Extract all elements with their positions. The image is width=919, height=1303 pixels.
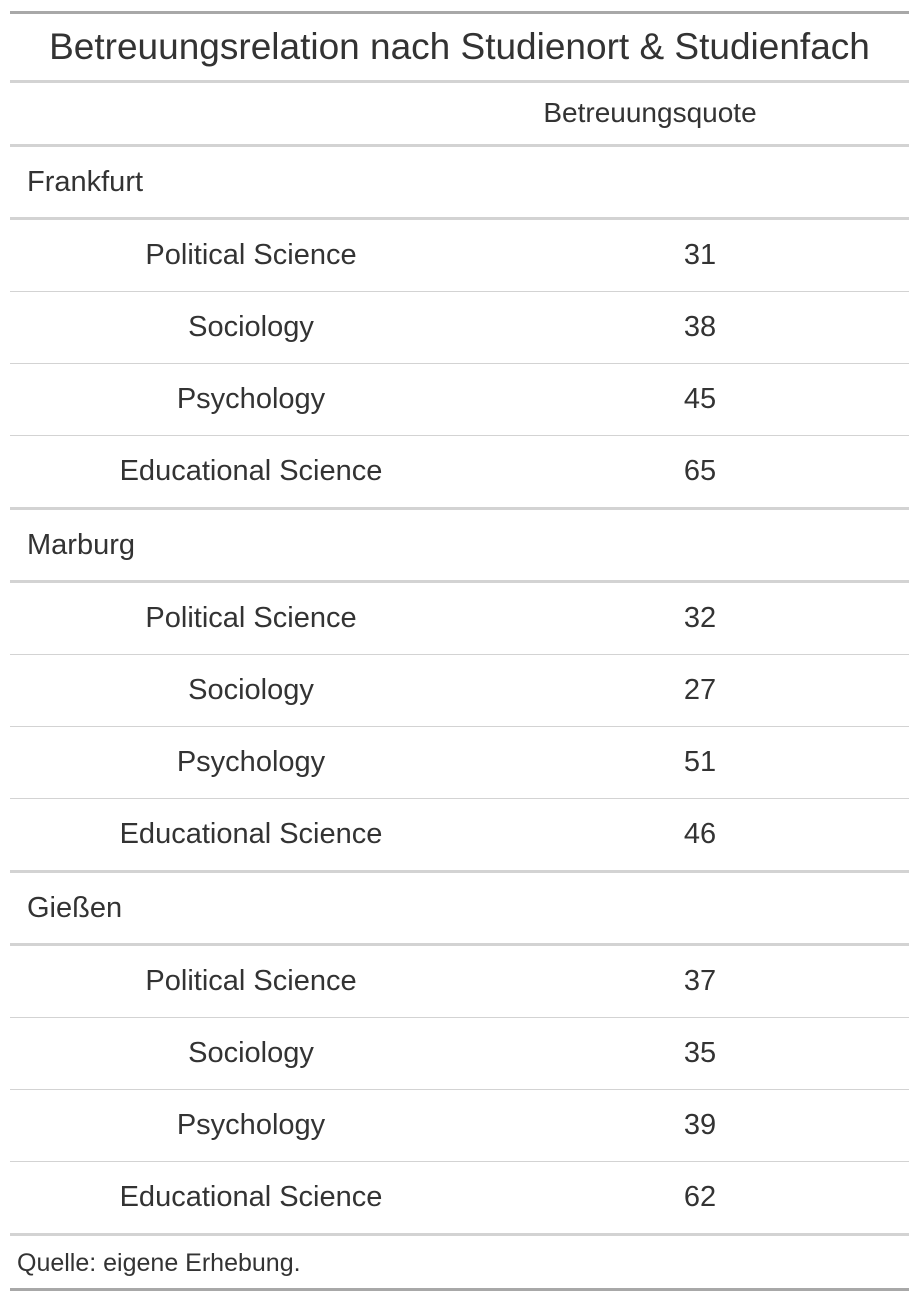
table-row: Sociology 27 <box>10 655 909 727</box>
subject-cell: Psychology <box>176 1109 326 1141</box>
data-table: Betreuungsrelation nach Studienort & Stu… <box>10 0 909 1291</box>
table-row: Sociology 35 <box>10 1018 909 1090</box>
table-row: Educational Science 62 <box>10 1162 909 1236</box>
value-cell: 51 <box>683 746 717 778</box>
subject-cell: Political Science <box>145 965 357 997</box>
subject-cell: Sociology <box>188 674 314 706</box>
value-cell: 31 <box>683 239 717 271</box>
source-note: Quelle: eigene Erhebung. <box>10 1236 909 1291</box>
subject-cell: Psychology <box>176 746 326 778</box>
value-cell: 27 <box>683 674 717 706</box>
subject-cell: Political Science <box>145 239 357 271</box>
value-cell: 35 <box>683 1037 717 1069</box>
value-cell: 65 <box>683 455 717 487</box>
subject-cell: Political Science <box>145 602 357 634</box>
table-row: Psychology 39 <box>10 1090 909 1162</box>
column-header-betreuungsquote: Betreuungsquote <box>543 97 757 128</box>
subject-cell: Sociology <box>188 311 314 343</box>
table-title: Betreuungsrelation nach Studienort & Stu… <box>10 14 909 83</box>
value-cell: 46 <box>683 818 717 850</box>
table-row: Educational Science 46 <box>10 799 909 873</box>
table-row: Sociology 38 <box>10 292 909 364</box>
table-top-rule <box>10 0 909 14</box>
subject-cell: Sociology <box>188 1037 314 1069</box>
group-header-marburg: Marburg <box>10 510 909 583</box>
value-cell: 38 <box>683 311 717 343</box>
value-cell: 45 <box>683 383 717 415</box>
table-row: Educational Science 65 <box>10 436 909 510</box>
subject-cell: Educational Science <box>119 1181 383 1213</box>
table-row: Psychology 45 <box>10 364 909 436</box>
table-row: Psychology 51 <box>10 727 909 799</box>
table-row: Political Science 31 <box>10 220 909 292</box>
column-header-row: Betreuungsquote <box>10 83 909 147</box>
table-row: Political Science 32 <box>10 583 909 655</box>
subject-cell: Educational Science <box>119 455 383 487</box>
subject-cell: Psychology <box>176 383 326 415</box>
group-header-giessen: Gießen <box>10 873 909 946</box>
value-cell: 37 <box>683 965 717 997</box>
group-header-frankfurt: Frankfurt <box>10 147 909 220</box>
table-row: Political Science 37 <box>10 946 909 1018</box>
value-cell: 39 <box>683 1109 717 1141</box>
value-cell: 62 <box>683 1181 717 1213</box>
value-cell: 32 <box>683 602 717 634</box>
subject-cell: Educational Science <box>119 818 383 850</box>
